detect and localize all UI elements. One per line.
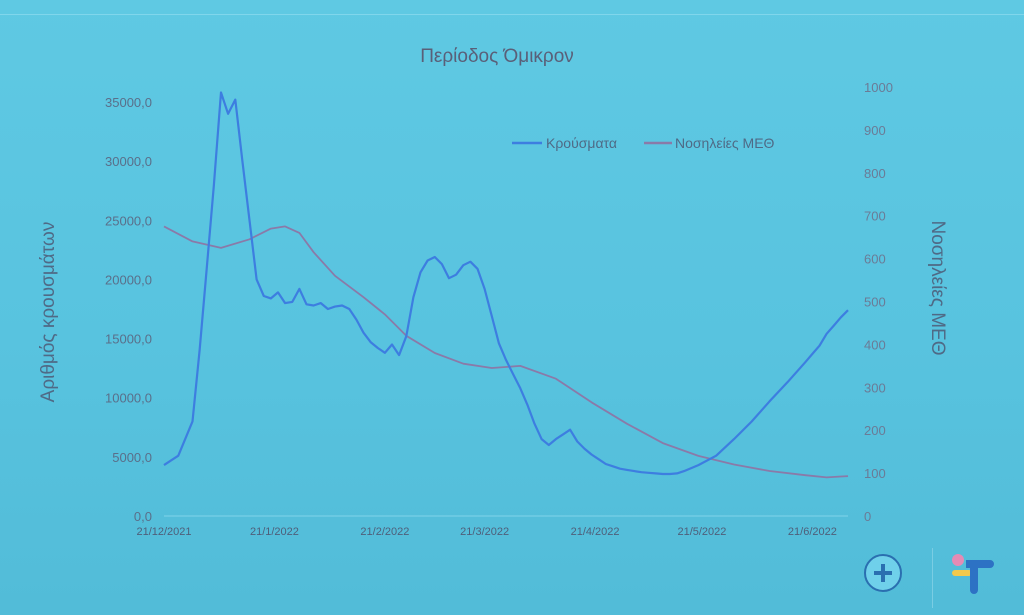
legend: Κρούσματα Νοσηλείες ΜΕΘ xyxy=(512,135,775,151)
y-tick-label: 15000,0 xyxy=(105,332,152,347)
y-tick-label: 25000,0 xyxy=(105,213,152,228)
y-tick-label: 35000,0 xyxy=(105,95,152,110)
y2-axis-label: Νοσηλείες ΜΕΘ xyxy=(927,221,948,356)
x-tick-label: 21/1/2022 xyxy=(250,526,299,538)
series-group xyxy=(163,91,849,479)
y2-tick-label: 200 xyxy=(864,423,886,438)
y2-tick-label: 500 xyxy=(864,295,886,310)
logo-divider xyxy=(932,548,933,608)
y2-tick-label: 700 xyxy=(864,209,886,224)
y2-tick-label: 400 xyxy=(864,337,886,352)
x-tick-label: 21/4/2022 xyxy=(571,526,620,538)
greek-state-emblem-icon xyxy=(864,554,902,592)
slide-top-line xyxy=(0,14,1024,15)
series-line-cases xyxy=(163,91,849,476)
right-axis: 0 100 200 300 400 500 600 700 800 900 1000 xyxy=(864,80,893,524)
y2-tick-label: 100 xyxy=(864,466,886,481)
y-tick-label: 30000,0 xyxy=(105,154,152,169)
logos xyxy=(850,540,1020,615)
y-tick-label: 0,0 xyxy=(134,509,152,524)
series-line-icu xyxy=(163,225,849,479)
y-tick-label: 20000,0 xyxy=(105,272,152,287)
x-tick-label: 21/12/2021 xyxy=(136,526,191,538)
legend-label-cases: Κρούσματα xyxy=(546,135,617,151)
y-tick-label: 10000,0 xyxy=(105,391,152,406)
legend-label-icu: Νοσηλείες ΜΕΘ xyxy=(675,135,775,151)
x-tick-label: 21/6/2022 xyxy=(788,526,837,538)
y2-tick-label: 0 xyxy=(864,509,871,524)
y-axis-label: Αριθμός κρουσμάτων xyxy=(38,222,59,403)
x-axis: 21/12/2021 21/1/2022 21/2/2022 21/3/2022 21/… xyxy=(136,526,836,538)
y2-tick-label: 300 xyxy=(864,380,886,395)
y2-tick-label: 1000 xyxy=(864,80,893,95)
eody-logo-icon xyxy=(952,554,994,594)
x-tick-label: 21/3/2022 xyxy=(460,526,509,538)
y2-tick-label: 800 xyxy=(864,166,886,181)
y2-tick-label: 600 xyxy=(864,252,886,267)
y2-tick-label: 900 xyxy=(864,123,886,138)
chart-title: Περίοδος Όμικρον xyxy=(420,46,574,67)
x-tick-label: 21/5/2022 xyxy=(677,526,726,538)
x-tick-label: 21/2/2022 xyxy=(360,526,409,538)
left-axis: 0,0 5000,0 10000,0 15000,0 20000,0 25000,0 300… xyxy=(105,95,152,524)
y-tick-label: 5000,0 xyxy=(112,450,152,465)
